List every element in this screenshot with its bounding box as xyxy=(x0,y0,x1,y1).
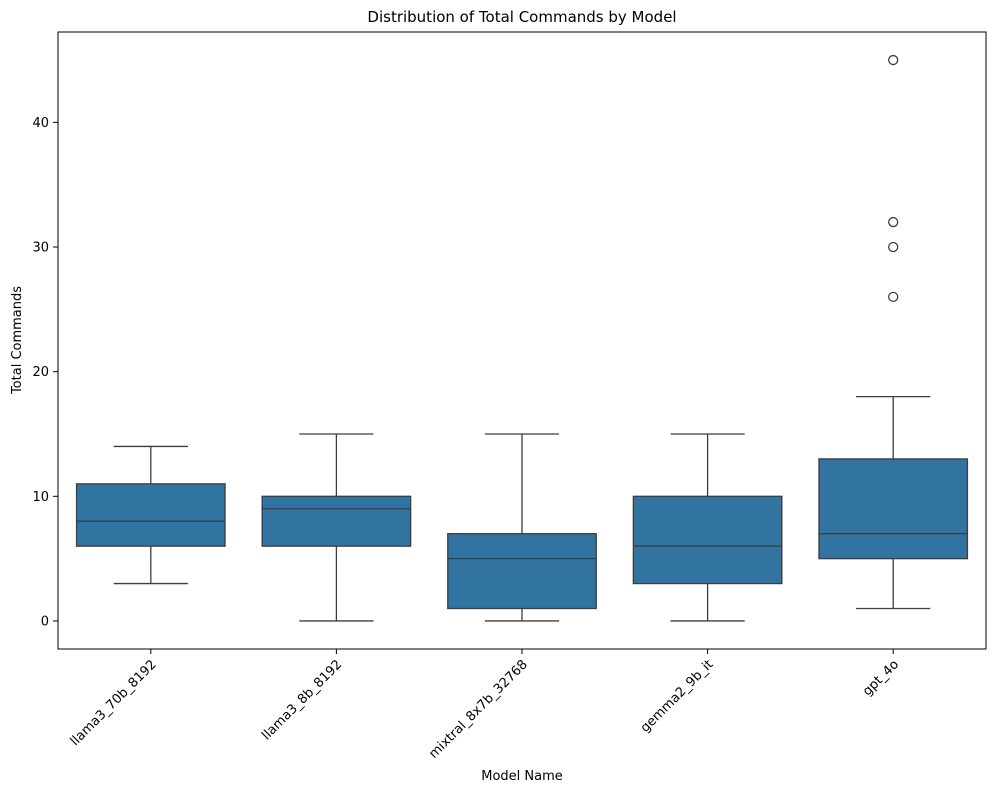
x-tick-label: gemma2_9b_it xyxy=(638,657,717,736)
box-iqr xyxy=(818,458,969,560)
outlier-point xyxy=(888,54,899,66)
box-iqr xyxy=(447,533,597,610)
y-tick-label: 20 xyxy=(32,365,49,380)
y-tick-label: 0 xyxy=(41,614,49,629)
x-axis-label: Model Name xyxy=(481,769,563,784)
y-tick-label: 40 xyxy=(32,116,49,131)
box-iqr xyxy=(261,495,412,547)
y-axis-label: Total Commands xyxy=(10,286,25,395)
outlier-point xyxy=(888,291,899,303)
box-group xyxy=(447,433,597,622)
y-axis-ticks: 0 10 20 30 40 xyxy=(32,116,58,629)
x-axis-ticks: llama3_70b_8192 llama3_8b_8192 mixtral_8x7… xyxy=(68,649,902,762)
chart-title: Distribution of Total Commands by Model xyxy=(367,8,676,26)
plot-area xyxy=(57,31,987,650)
box-iqr xyxy=(632,495,783,585)
outlier-point xyxy=(888,241,899,253)
x-tick-label: llama3_70b_8192 xyxy=(68,657,160,749)
box-iqr xyxy=(75,483,226,547)
box-group xyxy=(818,54,969,610)
x-tick-label: gpt_4o xyxy=(860,657,902,699)
box-group xyxy=(75,445,226,585)
y-tick-label: 10 xyxy=(32,490,49,505)
box-group xyxy=(261,433,412,622)
x-tick-label: mixtral_8x7b_32768 xyxy=(426,657,531,762)
y-tick-label: 30 xyxy=(32,241,49,256)
x-tick-label: llama3_8b_8192 xyxy=(259,657,345,743)
outlier-point xyxy=(888,216,899,228)
box-group xyxy=(632,433,783,622)
